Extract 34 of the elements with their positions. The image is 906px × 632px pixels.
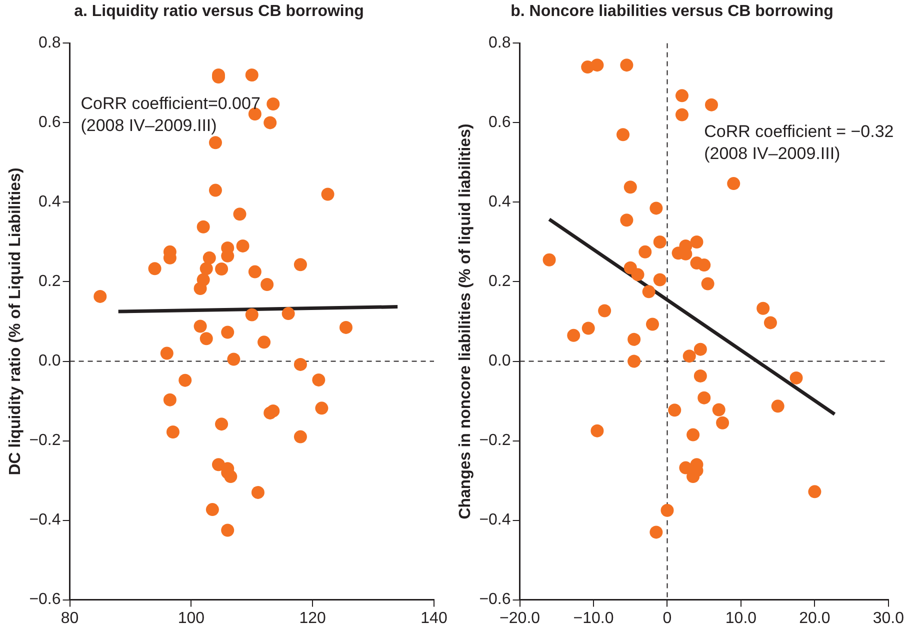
x-tick-label: −10.0 [573,610,614,627]
annotation: (2008 IV–2009.III) [704,144,840,163]
y-tick-label: 0.0 [38,352,61,370]
x-tick-label: 120 [299,610,326,627]
x-tick-label: −20.0 [500,610,540,627]
y-tick-label: −0.6 [479,591,511,608]
y-tick-label: 0.8 [488,34,511,52]
y-tick-label: 0.4 [38,194,61,211]
y-tick-label: 0.6 [488,114,511,132]
x-tick-label: 20.0 [799,610,830,627]
y-tick-label: 0.8 [38,34,61,52]
y-tick-label: 0.0 [488,352,511,370]
chart-title: b. Noncore liabilities versus CB borrowing [510,3,834,20]
y-tick-label: −0.2 [29,432,61,450]
y-tick-label: 0.2 [38,273,61,290]
x-tick-label: 140 [420,610,448,627]
x-tick-label: 0 [662,610,672,627]
y-tick-label: −0.6 [29,591,61,608]
annotation: (2008 IV–2009.III) [80,116,217,136]
y-tick-label: 0.2 [488,273,511,290]
y-tick-label: −0.2 [479,432,511,450]
y-tick-label: −0.4 [29,512,61,529]
x-tick-label: 10.0 [725,610,757,627]
x-tick-label: 80 [60,610,79,627]
y-axis-title: Changes in noncore liabilities (% of liquid liabilities) [457,124,474,520]
annotation: CoRR coefficient=0.007 [80,94,260,114]
annotation: CoRR coefficient = −0.32 [704,122,894,141]
y-axis-title: DC liquidity ratio (% of Liquid Liabilities) [7,168,24,476]
x-tick-label: 100 [178,610,205,627]
y-tick-label: −0.4 [479,512,511,529]
x-tick-label: 30.0 [872,610,904,627]
chart-title: a. Liquidity ratio versus CB borrowing [74,3,364,20]
y-tick-label: 0.4 [488,194,511,211]
y-tick-label: 0.6 [38,114,61,132]
